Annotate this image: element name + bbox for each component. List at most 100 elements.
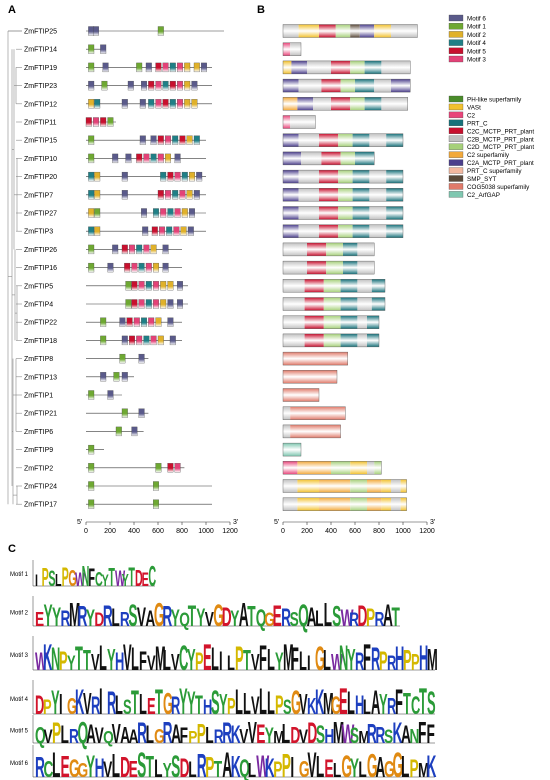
- logo-letter: A: [371, 685, 380, 722]
- logo-letter: G: [69, 756, 80, 780]
- legend-swatch: [448, 39, 464, 46]
- logo-letter: G: [384, 757, 395, 780]
- legend-label: Motif 4: [467, 40, 486, 47]
- axis-tick-label: 600: [349, 528, 361, 535]
- domain-segment: [319, 224, 339, 238]
- axis-tick-label: 600: [152, 528, 164, 535]
- motif-box: [184, 80, 191, 91]
- motif-box: [88, 463, 95, 473]
- domain-segment: [283, 115, 291, 129]
- logo-letter: M: [283, 637, 294, 678]
- gene-label: ZmFTIP19: [24, 65, 57, 72]
- logo-letter: P: [379, 647, 388, 676]
- logo-letter: L: [235, 682, 243, 722]
- domain-segment: [350, 24, 360, 38]
- logo-letter: L: [146, 722, 154, 749]
- motif-box: [112, 244, 119, 255]
- domain-segment: [304, 315, 324, 329]
- axis-tick-label: 0: [84, 528, 88, 535]
- legend-label: PRT_C superfamily: [467, 168, 522, 175]
- logo-letter: I: [219, 647, 223, 676]
- motif-box: [155, 317, 162, 327]
- logo-letter: R: [77, 601, 87, 633]
- motif-box: [186, 190, 193, 200]
- motif-box: [88, 226, 95, 236]
- axis-start-label: 5': [77, 519, 82, 526]
- domain-segment: [381, 479, 391, 493]
- logo-letter: Y: [350, 753, 359, 780]
- motif-box: [189, 171, 195, 182]
- logo-letter: Y: [171, 606, 180, 632]
- protein-outline: [282, 260, 375, 275]
- logo-letter: Y: [187, 686, 196, 721]
- domain-segment: [319, 24, 336, 38]
- logo-letter: L: [154, 756, 162, 780]
- domain-segment: [350, 461, 367, 475]
- motif-box: [121, 408, 128, 418]
- domain-segment: [350, 497, 367, 511]
- logo-letter: G: [299, 757, 310, 780]
- motif-box: [177, 99, 183, 109]
- motif-box: [155, 80, 162, 91]
- logo-letter: S: [48, 566, 55, 591]
- logo-letter: R: [91, 693, 100, 721]
- logo-letter: K: [75, 682, 85, 722]
- protein-outline: [282, 388, 320, 402]
- motif-box: [143, 153, 150, 164]
- logo-letter: V: [307, 745, 316, 780]
- legend-swatch: [448, 47, 464, 54]
- axis-gene-structure: 0 200 400 600 800 1000 1200 5' 3': [77, 519, 238, 535]
- logo-letter: T: [128, 562, 135, 592]
- logo-letter: P: [235, 641, 244, 678]
- motif-box: [167, 281, 174, 291]
- logo-letter: A: [239, 597, 249, 634]
- logo-letter: P: [195, 649, 204, 677]
- domain-segment: [283, 333, 305, 347]
- domain-segment: [357, 297, 372, 311]
- domain-segment: [323, 297, 341, 311]
- logo-letter: L: [61, 722, 69, 749]
- logo-letter: R: [387, 651, 396, 675]
- motif-box: [167, 463, 174, 473]
- logo-letter: E: [273, 599, 282, 632]
- motif-box: [138, 262, 145, 273]
- logo-letter: E: [129, 757, 138, 780]
- motif-box: [172, 190, 179, 200]
- domain-segment: [400, 497, 407, 511]
- motif-box: [162, 244, 169, 255]
- axis-tick-label: 1200: [419, 528, 435, 535]
- domain-segment: [374, 79, 391, 93]
- domain-segment: [319, 133, 339, 147]
- logo-letter: W: [341, 720, 354, 749]
- domain-segment: [357, 242, 375, 256]
- logo-letter: H: [203, 695, 212, 719]
- motif-box: [138, 299, 145, 309]
- domain-segment: [304, 333, 324, 347]
- logo-letter: L: [282, 718, 290, 750]
- logo-letter: K: [231, 750, 241, 780]
- domain-segment: [357, 333, 367, 347]
- motif-box: [119, 353, 126, 364]
- legend-label: C2: [467, 112, 476, 119]
- domain-segment: [304, 279, 324, 293]
- logo-letter: L: [267, 643, 275, 677]
- domain-segment: [283, 60, 292, 74]
- gene-label: ZmFTIP18: [24, 338, 57, 345]
- domain-segment: [359, 24, 375, 38]
- motif-box: [191, 80, 198, 91]
- panel-b-letter: B: [257, 4, 265, 16]
- legend-swatch: [448, 103, 464, 111]
- gene-label: ZmFTIP13: [24, 374, 57, 381]
- domain-segment: [283, 170, 299, 184]
- logo-letter: H: [95, 753, 105, 780]
- logo-letter: A: [171, 720, 181, 749]
- logo-letter: Q: [239, 756, 250, 780]
- logo-letter: G: [68, 565, 76, 591]
- motif-box: [107, 117, 114, 127]
- logo-letter: R: [69, 724, 79, 748]
- motif-box: [102, 62, 109, 73]
- logo-letter: A: [145, 606, 155, 631]
- logo-letter: Q: [256, 606, 267, 632]
- domain-segment: [367, 461, 375, 475]
- protein-outline: [282, 169, 404, 184]
